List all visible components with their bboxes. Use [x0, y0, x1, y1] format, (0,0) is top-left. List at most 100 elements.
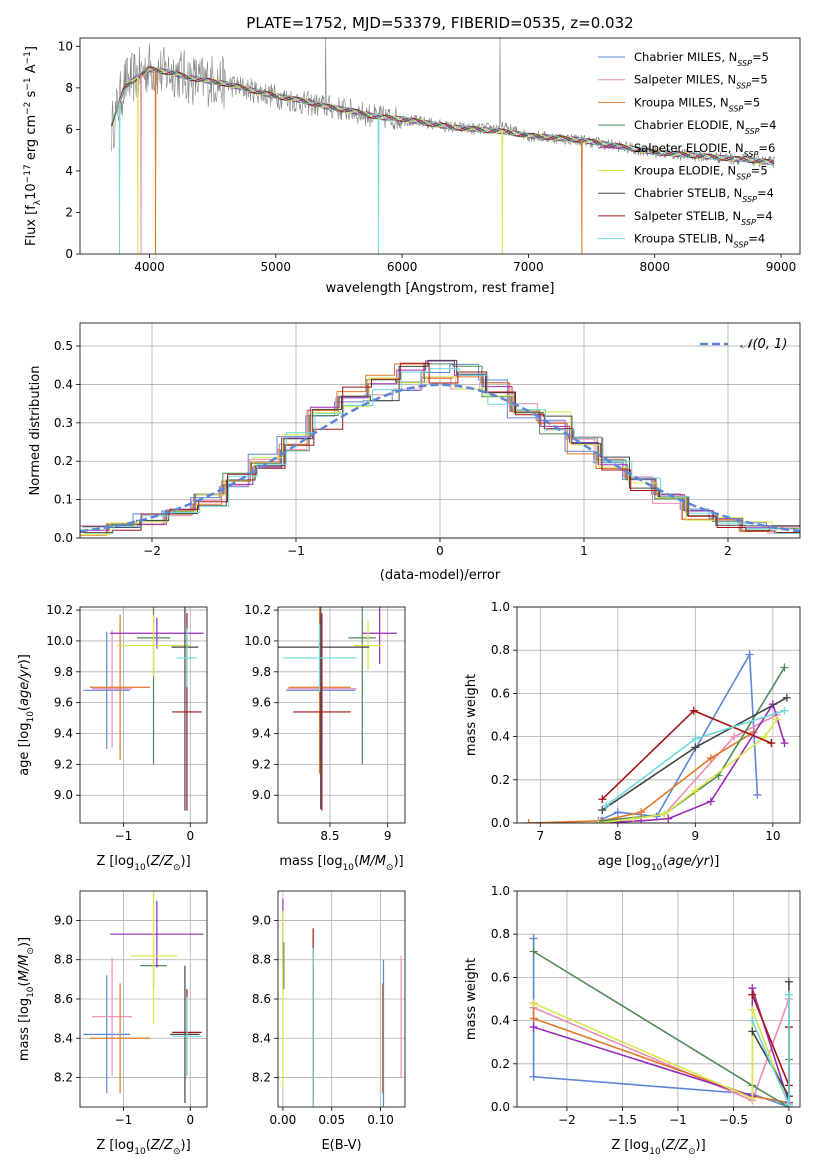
error-bar-point: [176, 628, 197, 688]
y-tick-label: 8.6: [252, 992, 271, 1006]
y-tick-label: 8.2: [54, 1071, 73, 1085]
axes-frame: [516, 606, 801, 824]
spectrum-model-line: [111, 66, 775, 165]
y-tick-label: 10.0: [46, 634, 73, 648]
x-tick-label: 8000: [639, 260, 670, 274]
legend: Chabrier MILES, NSSP=5 Salpeter MILES, NS…: [598, 50, 776, 249]
spectrum-model-line: [111, 68, 775, 166]
error-bar-point: [83, 631, 131, 749]
residual-histogram: [84, 368, 800, 534]
weight-marker: [748, 990, 757, 999]
weight-marker: [660, 810, 669, 819]
x-axis-label: Z [log10(Z/Z⊙)]: [96, 854, 190, 873]
legend-label: Salpeter STELIB, NSSP=4: [634, 209, 773, 227]
panel-z-age: −1 0 9.0 9.2 9.4 9.6 9.8 10.0 10.2 Z [log10(Z/Z⊙)…: [17, 603, 208, 873]
y-tick-label: 0.2: [54, 454, 73, 468]
weight-marker: [664, 814, 673, 823]
error-bar-point: [110, 617, 204, 649]
plot-area-age-weight: [524, 650, 791, 823]
axes-frame: [516, 890, 801, 1108]
weight-marker: [767, 739, 776, 748]
legend-label: 𝒩(0, 1): [740, 337, 787, 352]
y-tick-label: 0.6: [491, 970, 510, 984]
weight-marker: [529, 1023, 538, 1032]
error-bar-point: [354, 620, 382, 671]
panel-ebv-mass: 0.00 0.05 0.10 8.2 8.4 8.6 8.8 9.0 E(B-V): [252, 890, 406, 1153]
weight-marker: [748, 1094, 757, 1103]
chart-panels: 4000 5000 6000 7000 8000 90000246810wavelengt…: [17, 37, 801, 1157]
legend-label: Kroupa ELODIE, NSSP=5: [634, 164, 768, 182]
x-tick-label: 8.5: [320, 829, 339, 843]
y-tick-label: 0.0: [491, 816, 510, 830]
weight-marker: [529, 999, 538, 1008]
x-tick-label: 0.10: [367, 1113, 394, 1127]
legend-label: Salpeter MILES, NSSP=5: [634, 73, 768, 91]
error-bar-point: [83, 975, 131, 1094]
panel-spectrum: 4000 5000 6000 7000 8000 9000 0 2 4 6 8 10 wavelengt…: [23, 37, 801, 296]
y-tick-label: 0.0: [491, 1100, 510, 1114]
error-bar-point: [92, 957, 133, 1076]
spectrum-model-line: [377, 116, 380, 254]
error-bar-point: [172, 997, 202, 1076]
x-axis-label: E(B-V): [321, 1138, 361, 1153]
legend-label: Chabrier ELODIE, NSSP=4: [634, 118, 776, 136]
plot-area-ebv-mass: [282, 898, 402, 1107]
weight-line: [598, 702, 786, 823]
y-axis-label: Flux [fλ10−17 erg cm−2 s−1 A−1]: [23, 46, 43, 246]
weight-marker: [784, 1100, 793, 1107]
weight-marker: [691, 743, 700, 752]
weight-marker: [780, 739, 789, 748]
y-tick-label: 2: [65, 205, 73, 219]
y-tick-label: 6: [65, 122, 73, 136]
x-tick-label: −0.5: [719, 1113, 748, 1127]
weight-marker: [613, 808, 622, 817]
panel-z-mass: −1 0 8.2 8.4 8.6 8.8 9.0 Z [log10(Z/Z⊙)] mass [l…: [17, 890, 208, 1157]
x-tick-label: 0: [436, 544, 444, 558]
plot-area-z-mass: [83, 891, 204, 1104]
y-axis-label: Normed distribution: [28, 366, 43, 496]
error-bar-point: [110, 900, 204, 968]
x-axis-label: Z [log10(Z/Z⊙)]: [611, 1138, 705, 1157]
error-bar-point: [293, 613, 351, 811]
panel-age-weight: 7 8 9 10 0.0 0.2 0.4 0.6 0.8 1.0 age [log10(age/yr…: [464, 600, 801, 873]
y-tick-label: 9.6: [54, 696, 73, 710]
weight-marker: [691, 734, 700, 743]
weight-marker: [784, 977, 793, 986]
spectrum-model-line: [581, 140, 583, 254]
y-tick-label: 8.2: [252, 1071, 271, 1085]
x-tick-label: 4000: [134, 260, 165, 274]
weight-marker: [594, 819, 603, 823]
weight-marker: [780, 706, 789, 715]
weight-line: [601, 709, 772, 800]
weight-marker: [529, 947, 538, 956]
y-tick-label: 9.0: [252, 913, 271, 927]
x-tick-label: 9: [692, 829, 700, 843]
error-bar-point: [282, 623, 357, 692]
y-tick-label: 0.5: [54, 339, 73, 353]
weight-marker: [753, 790, 762, 799]
weight-marker: [524, 819, 533, 823]
x-axis-label: wavelength [Angstrom, rest frame]: [326, 281, 555, 296]
x-tick-label: 9000: [766, 260, 797, 274]
y-tick-label: 0.6: [491, 686, 510, 700]
weight-marker: [689, 706, 698, 715]
x-tick-label: −1: [669, 1113, 687, 1127]
weight-marker: [748, 1016, 757, 1025]
weight-marker: [772, 715, 781, 724]
y-tick-label: 8.4: [252, 1031, 271, 1045]
x-tick-label: 0: [785, 1113, 793, 1127]
x-tick-label: 9: [384, 829, 392, 843]
weight-marker: [602, 801, 611, 810]
weight-marker: [780, 663, 789, 672]
y-axis-label: mass [log10(M/M⊙)]: [17, 937, 36, 1061]
y-tick-label: 0.4: [54, 377, 73, 391]
y-tick-label: 8.6: [54, 992, 73, 1006]
legend-label: Salpeter ELODIE, NSSP=6: [634, 141, 775, 159]
spectrum-model-line: [137, 76, 139, 254]
weight-line: [532, 938, 790, 1107]
axes-frame: [79, 606, 208, 824]
legend-label: Kroupa STELIB, NSSP=4: [634, 232, 765, 250]
weight-marker: [745, 650, 754, 659]
error-bar-point: [278, 607, 370, 810]
x-tick-label: 0: [186, 829, 194, 843]
